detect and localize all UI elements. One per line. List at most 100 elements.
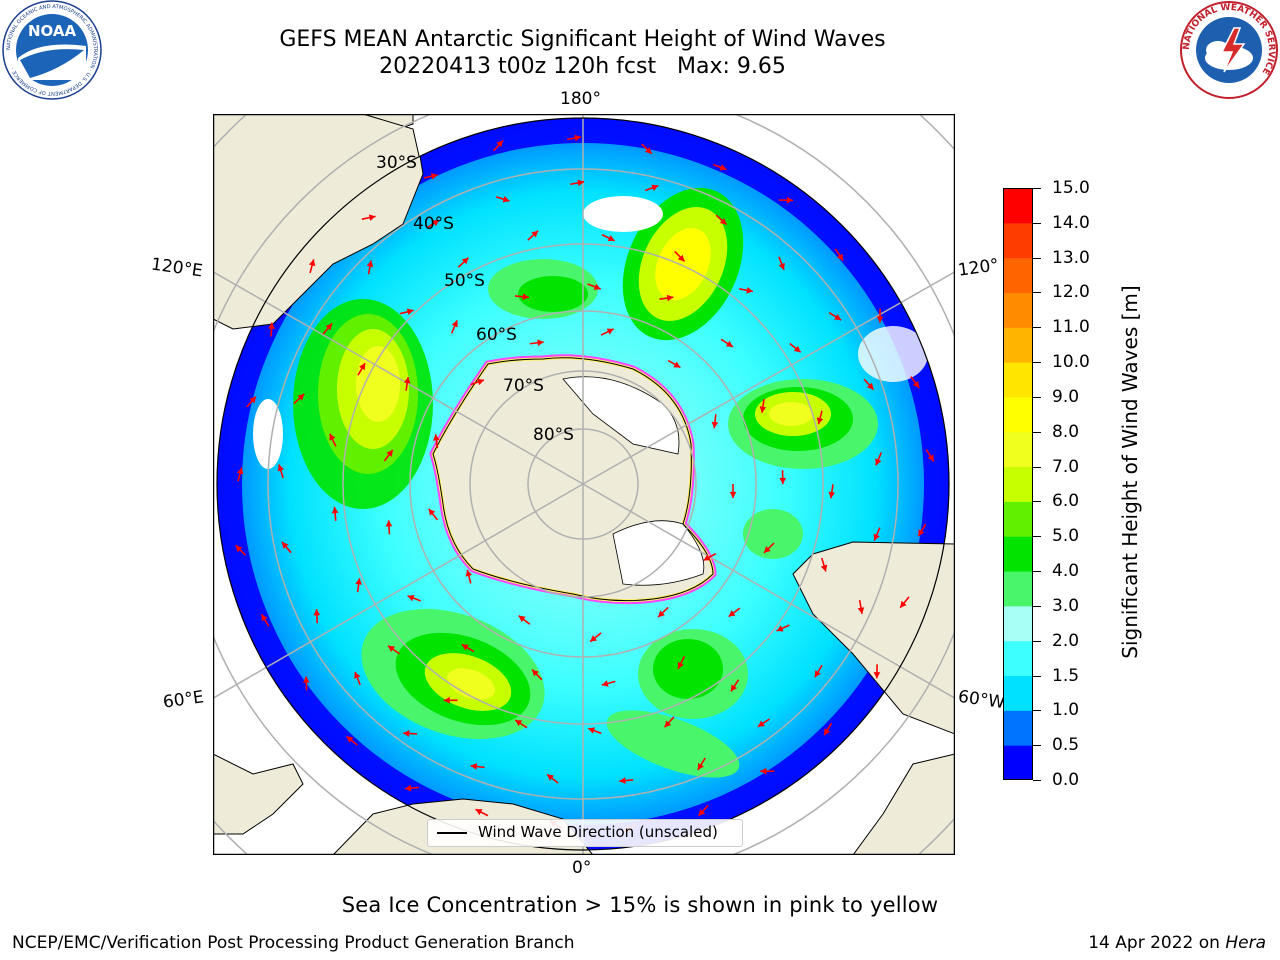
wave-direction-arrow (711, 414, 719, 429)
wave-direction-arrow (778, 196, 793, 204)
wave-direction-arrow (587, 283, 601, 290)
wave-direction-arrow (546, 773, 559, 784)
colorbar-segment (1003, 571, 1033, 607)
colorbar-tick-mark (1033, 188, 1041, 189)
wave-direction-arrow (875, 452, 883, 466)
map-legend: Wind Wave Direction (unscaled) (427, 819, 743, 847)
colorbar-tick-label: 4.0 (1052, 561, 1080, 582)
wave-direction-arrow (529, 339, 544, 347)
colorbar-tick-mark (1033, 675, 1041, 677)
wave-direction-arrow (657, 606, 669, 618)
colorbar-segment (1003, 222, 1033, 259)
wave-direction-arrow (313, 609, 321, 624)
lat-label-40s: 40°S (413, 214, 454, 234)
wave-direction-arrow (361, 214, 376, 221)
wave-direction-arrow (663, 716, 675, 728)
colorbar-tick-label: 14.0 (1052, 212, 1090, 233)
wave-direction-arrow (820, 557, 828, 572)
colorbar-tick-mark (1033, 571, 1041, 573)
wave-direction-arrow (495, 196, 510, 203)
colorbar-tick-label: 0.0 (1052, 770, 1080, 790)
wave-direction-arrow (399, 308, 414, 316)
colorbar-tick-mark (1033, 431, 1041, 433)
wave-direction-arrow (302, 676, 310, 691)
wave-direction-arrow (713, 163, 727, 171)
colorbar-tick-mark (1033, 327, 1041, 329)
wave-direction-arrow (677, 656, 686, 670)
wave-direction-arrow (570, 179, 585, 187)
colorbar-segment (1003, 327, 1033, 363)
colorbar-tick-mark (1033, 536, 1041, 538)
wave-direction-arrow (461, 643, 475, 653)
wave-direction-arrow (763, 542, 775, 554)
wave-direction-arrow (619, 777, 634, 784)
svg-text:NOAA: NOAA (28, 22, 77, 40)
wave-direction-arrow (427, 219, 440, 229)
colorbar-tick-label: 8.0 (1052, 421, 1080, 442)
wave-direction-arrow (587, 727, 602, 735)
colorbar-tick-label: 2.0 (1052, 630, 1080, 651)
wave-direction-arrow (387, 645, 400, 655)
wave-direction-arrow (475, 808, 489, 817)
colorbar-tick-mark (1033, 257, 1041, 259)
colorbar-tick-mark (1033, 640, 1041, 642)
wave-direction-arrow (518, 615, 531, 625)
colorbar-tick-label: 0.5 (1052, 735, 1080, 756)
wave-direction-arrow (281, 541, 292, 554)
wave-direction-arrow (527, 230, 539, 241)
colorbar-segment (1003, 640, 1033, 677)
lon-label-60w: 60°W (956, 686, 1007, 714)
storm-west (293, 299, 433, 509)
colorbar-tick-mark (1033, 292, 1041, 294)
colorbar-segment (1003, 605, 1033, 642)
wave-direction-arrow (789, 342, 802, 353)
wave-direction-arrow (834, 248, 844, 262)
wave-direction-arrow (308, 259, 316, 274)
wave-direction-arrow (260, 613, 270, 627)
wave-direction-arrow (873, 664, 881, 679)
colorbar-tick-label: 7.0 (1052, 456, 1080, 477)
lon-label-120e: 120°E (149, 254, 204, 282)
colorbar-tick-label: 1.0 (1052, 700, 1080, 721)
wave-direction-arrow (910, 376, 920, 389)
storm-southeast (606, 509, 803, 778)
colorbar-tick-label: 10.0 (1052, 352, 1090, 373)
wave-direction-arrow (816, 410, 824, 425)
wave-direction-arrow (876, 308, 884, 323)
colorbar-segment (1003, 466, 1033, 502)
wave-direction-arrow (776, 624, 790, 632)
wave-direction-arrow (600, 328, 615, 336)
wave-direction-arrow (366, 260, 374, 275)
storm-south (361, 608, 545, 740)
legend-label: Wind Wave Direction (unscaled) (478, 823, 718, 841)
lon-label-180: 180° (560, 89, 601, 109)
colorbar-tick-label: 11.0 (1052, 317, 1090, 338)
colorbar-segment (1003, 745, 1033, 780)
wave-direction-arrow (857, 599, 865, 615)
wave-direction-arrow (730, 679, 740, 692)
wave-direction-arrow (492, 139, 504, 152)
colorbar-tick-mark (1033, 396, 1041, 398)
wave-direction-arrow (728, 607, 741, 618)
wave-direction-arrow (385, 520, 393, 535)
wave-direction-arrow (423, 172, 438, 180)
wave-direction-arrow (403, 730, 418, 737)
wave-direction-arrow (917, 523, 927, 537)
wave-direction-arrow (828, 311, 842, 321)
lat-label-50s: 50°S (444, 271, 485, 291)
colorbar-tick-mark (1033, 780, 1041, 781)
wave-direction-arrow (760, 767, 775, 775)
noaa-logo-icon: NOAA NATIONAL OCEANIC AND ATMOSPHERIC AD… (2, 0, 102, 100)
wave-direction-arrow (601, 680, 616, 687)
colorbar-tick-mark (1033, 605, 1041, 607)
wave-direction-arrow (757, 718, 770, 728)
wave-direction-arrow (457, 257, 470, 268)
colorbar-tick-mark (1033, 501, 1041, 503)
wave-direction-arrow (720, 338, 734, 348)
wind-wave-arrows (235, 134, 935, 833)
wave-direction-arrow (407, 594, 421, 602)
colorbar-tick-label: 1.5 (1052, 665, 1080, 686)
lon-label-60e: 60°E (161, 687, 206, 713)
colorbar-tick-mark (1033, 710, 1041, 712)
lat-label-30s: 30°S (376, 153, 417, 173)
